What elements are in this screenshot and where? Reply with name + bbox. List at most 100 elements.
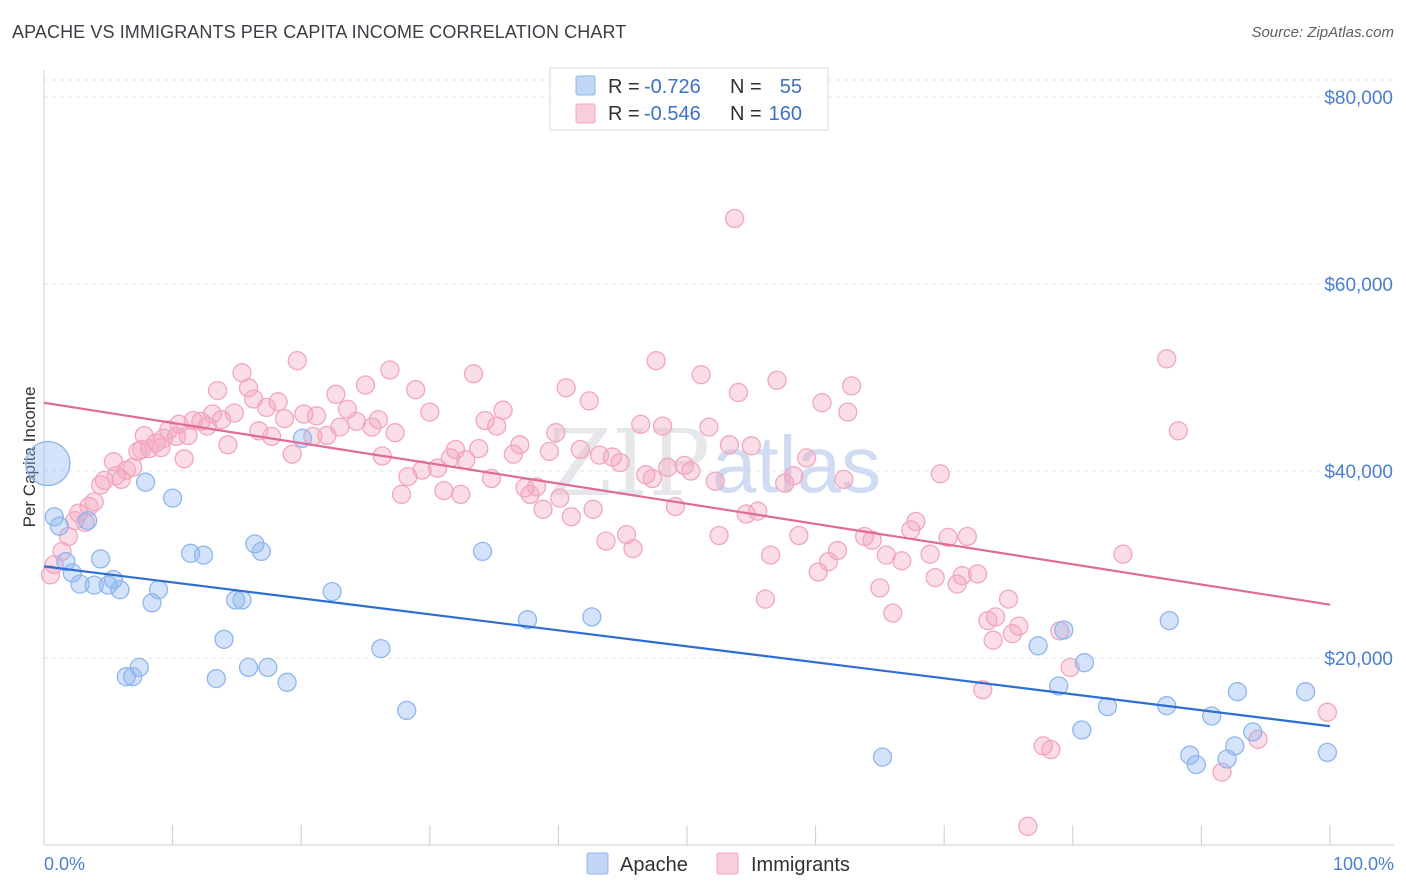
immigrants-point <box>920 544 940 564</box>
immigrants-point <box>906 511 926 532</box>
legend-r-label-immigrants: R = <box>608 103 640 125</box>
apache-point <box>116 667 136 687</box>
immigrants-point <box>784 466 804 486</box>
apache-point <box>1072 720 1092 740</box>
immigrants-point <box>658 457 678 477</box>
immigrants-point <box>256 397 277 418</box>
x-tick-label-max: 100.0% <box>1333 854 1394 874</box>
immigrants-point <box>380 360 400 380</box>
immigrants-point <box>106 466 126 486</box>
immigrants-point <box>556 378 576 398</box>
legend-box <box>549 67 829 131</box>
immigrants-point <box>862 530 882 550</box>
apache-point <box>1243 722 1263 742</box>
immigrants-point <box>570 439 590 460</box>
immigrants-point <box>174 449 194 469</box>
x-axis-ticks <box>43 825 1331 845</box>
chart-source: Source: ZipAtlas.com <box>1251 24 1394 41</box>
apache-point <box>162 488 183 508</box>
y-axis-label: Per Capita Income <box>20 387 39 528</box>
immigrants-point <box>796 448 817 468</box>
immigrants-trend-line <box>43 401 1331 606</box>
immigrants-point <box>838 402 858 422</box>
immigrants-point <box>623 538 643 559</box>
immigrants-point <box>503 444 524 464</box>
immigrants-point <box>1060 657 1080 678</box>
y-axis-tick-labels: $20,000 $40,000 $60,000 $80,000 <box>1324 88 1393 670</box>
immigrants-point <box>789 525 809 546</box>
apache-point <box>110 580 130 600</box>
immigrants-point <box>579 391 599 411</box>
immigrants-point <box>224 403 244 423</box>
immigrants-point <box>741 436 761 456</box>
apache-point <box>1180 745 1200 765</box>
immigrants-point <box>391 484 412 505</box>
y-tick-label: $80,000 <box>1324 88 1393 109</box>
legend-swatch-immigrants <box>575 103 596 124</box>
immigrants-point <box>952 566 972 586</box>
immigrants-point <box>767 370 787 390</box>
apache-point <box>472 541 493 562</box>
immigrants-point <box>546 423 566 443</box>
immigrants-point <box>40 565 61 585</box>
immigrants-point <box>268 392 288 412</box>
immigrants-point <box>238 378 259 398</box>
chart-title: APACHE VS IMMIGRANTS PER CAPITA INCOME C… <box>12 22 627 42</box>
y-tick-label: $60,000 <box>1324 275 1393 296</box>
immigrants-point <box>550 488 570 508</box>
legend-n-label-apache: N = <box>730 76 762 98</box>
immigrants-point <box>596 531 616 551</box>
immigrants-point <box>533 499 553 519</box>
immigrants-point <box>631 414 651 434</box>
apache-point <box>206 668 226 689</box>
y-tick-label: $40,000 <box>1324 462 1393 483</box>
immigrants-point <box>510 435 530 455</box>
apache-point <box>193 545 214 565</box>
apache-point <box>238 657 259 678</box>
apache-point <box>582 607 602 627</box>
immigrants-point <box>870 578 890 598</box>
immigrants-point <box>925 567 945 588</box>
bottom-legend: Apache Immigrants <box>586 852 850 876</box>
immigrants-point <box>883 603 903 623</box>
immigrants-point <box>709 525 729 546</box>
axes <box>43 70 1394 846</box>
immigrants-point <box>355 375 376 395</box>
immigrants-point <box>326 384 346 404</box>
immigrants-point <box>84 492 104 512</box>
immigrants-point <box>1009 616 1029 636</box>
immigrants-point <box>434 480 454 501</box>
data-points <box>25 208 1338 836</box>
apache-point <box>232 590 252 610</box>
immigrants-point <box>719 435 740 455</box>
immigrants-point <box>938 527 958 548</box>
immigrants-point <box>892 551 912 571</box>
immigrants-point <box>561 507 581 527</box>
apache-point <box>251 541 271 562</box>
legend-n-value-apache: 55 <box>780 76 802 98</box>
apache-point <box>245 534 265 554</box>
immigrants-point <box>705 471 725 491</box>
apache-point <box>49 516 70 536</box>
apache-point <box>78 510 98 531</box>
immigrants-point <box>362 417 382 437</box>
bottom-legend-swatch-immigrants <box>716 852 739 875</box>
immigrants-point <box>834 469 854 490</box>
apache-point <box>44 507 64 527</box>
immigrants-point <box>111 469 131 490</box>
apache-point <box>1225 736 1245 756</box>
legend-swatch-apache <box>575 75 596 96</box>
apache-point <box>148 580 169 600</box>
apache-point <box>129 657 149 678</box>
immigrants-point <box>306 406 327 426</box>
immigrants-point <box>207 380 228 401</box>
immigrants-point <box>1041 739 1061 760</box>
apache-point <box>1186 754 1206 775</box>
immigrants-point <box>724 208 745 229</box>
immigrants-point <box>420 402 440 422</box>
trend-lines <box>43 401 1331 728</box>
immigrants-point <box>1002 624 1023 644</box>
immigrants-point <box>841 376 862 396</box>
apache-point <box>322 581 342 602</box>
immigrants-point <box>691 365 711 385</box>
